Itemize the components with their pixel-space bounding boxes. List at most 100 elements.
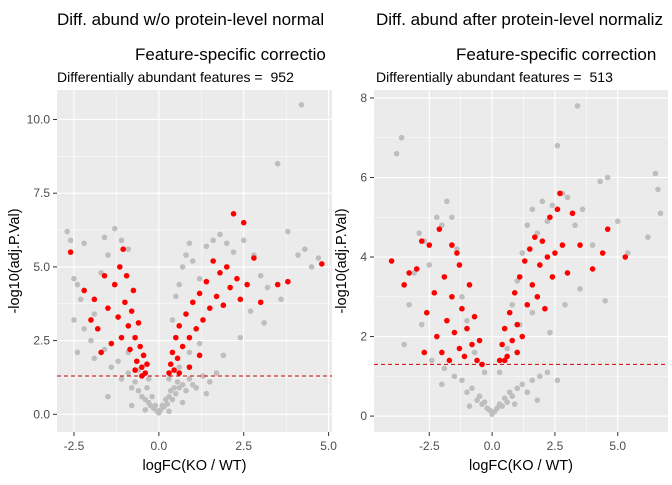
- nonsignificant-point: [132, 379, 138, 385]
- significant-point: [125, 323, 132, 329]
- nonsignificant-point: [166, 376, 172, 382]
- significant-point: [132, 367, 138, 373]
- significant-point: [244, 281, 250, 288]
- nonsignificant-point: [176, 364, 183, 370]
- significant-point: [559, 242, 566, 248]
- significant-point: [418, 238, 425, 244]
- significant-point: [423, 309, 430, 316]
- nonsignificant-point: [657, 210, 664, 217]
- x-tick-label: 0.0: [151, 439, 168, 453]
- significant-point: [135, 320, 142, 326]
- significant-point: [128, 308, 135, 314]
- nonsignificant-point: [577, 286, 583, 292]
- y-tick-label: 2: [360, 330, 367, 344]
- significant-point: [133, 358, 140, 365]
- left-plot-caption: Differentially abundant features = 952: [57, 69, 294, 85]
- significant-point: [564, 270, 571, 276]
- nonsignificant-point: [464, 389, 470, 396]
- nonsignificant-point: [179, 399, 186, 406]
- nonsignificant-point: [534, 397, 541, 403]
- nonsignificant-point: [514, 278, 521, 284]
- significant-point: [123, 272, 130, 279]
- nonsignificant-point: [519, 250, 526, 256]
- significant-point: [622, 254, 629, 260]
- significant-point: [217, 269, 223, 276]
- nonsignificant-point: [398, 134, 405, 141]
- significant-point: [388, 258, 395, 264]
- y-tick-label: 0.0: [33, 407, 50, 421]
- nonsignificant-point: [74, 281, 81, 288]
- right-y-axis-label: -log10(adj.P.Val): [334, 208, 350, 313]
- nonsignificant-point: [128, 384, 135, 391]
- nonsignificant-point: [278, 296, 284, 303]
- nonsignificant-point: [411, 270, 418, 276]
- left-plot-title: Diff. abund w/o protein-level normal: [57, 10, 324, 29]
- nonsignificant-point: [220, 352, 227, 359]
- nonsignificant-point: [81, 326, 87, 332]
- significant-point: [449, 242, 455, 248]
- nonsignificant-point: [285, 228, 291, 235]
- nonsignificant-point: [144, 384, 150, 391]
- significant-point: [444, 317, 450, 324]
- nonsignificant-point: [464, 317, 470, 324]
- significant-point: [237, 296, 244, 303]
- significant-point: [120, 246, 127, 253]
- nonsignificant-point: [81, 240, 87, 247]
- significant-point: [186, 334, 193, 341]
- significant-point: [234, 275, 240, 282]
- significant-point: [552, 250, 558, 256]
- left-plot-subtitle: Feature-specific correctio: [135, 45, 326, 64]
- nonsignificant-point: [439, 222, 445, 229]
- significant-point: [319, 261, 325, 267]
- significant-point: [464, 325, 470, 332]
- nonsignificant-point: [105, 252, 111, 258]
- significant-point: [557, 190, 563, 197]
- nonsignificant-point: [77, 296, 84, 303]
- significant-point: [577, 242, 583, 248]
- nonsignificant-point: [176, 281, 183, 288]
- nonsignificant-point: [88, 337, 94, 344]
- significant-point: [166, 370, 172, 376]
- nonsignificant-point: [169, 396, 176, 403]
- significant-point: [526, 246, 533, 252]
- significant-point: [190, 299, 196, 306]
- significant-point: [122, 299, 128, 306]
- significant-point: [240, 219, 247, 226]
- significant-point: [441, 274, 448, 280]
- significant-point: [94, 326, 101, 332]
- nonsignificant-point: [534, 230, 541, 236]
- significant-point: [200, 317, 206, 323]
- significant-point: [173, 334, 179, 341]
- significant-point: [406, 270, 412, 276]
- nonsignificant-point: [519, 381, 526, 388]
- nonsignificant-point: [496, 369, 503, 376]
- significant-point: [499, 341, 505, 348]
- x-tick-label: 0.0: [484, 439, 501, 453]
- y-tick-label: 8: [360, 91, 367, 105]
- nonsignificant-point: [125, 246, 132, 253]
- nonsignificant-point: [166, 408, 172, 415]
- significant-point: [537, 262, 543, 268]
- x-tick-label: 5.0: [320, 439, 337, 453]
- significant-point: [220, 302, 227, 309]
- nonsignificant-point: [418, 321, 425, 328]
- nonsignificant-point: [183, 252, 189, 258]
- nonsignificant-point: [101, 234, 108, 241]
- nonsignificant-point: [486, 407, 493, 413]
- significant-point: [227, 284, 233, 291]
- significant-point: [524, 301, 531, 308]
- nonsignificant-point: [171, 384, 177, 391]
- nonsignificant-point: [476, 393, 483, 400]
- right-plot-title: Diff. abund after protein-level normaliz: [376, 10, 663, 29]
- significant-point: [544, 254, 551, 260]
- nonsignificant-point: [524, 222, 531, 229]
- significant-point: [137, 343, 143, 350]
- right-caption-prefix: Differentially abundant features =: [376, 69, 586, 85]
- significant-point: [206, 305, 213, 311]
- nonsignificant-point: [149, 393, 155, 400]
- nonsignificant-point: [554, 142, 561, 149]
- nonsignificant-point: [71, 317, 77, 323]
- nonsignificant-point: [179, 264, 186, 270]
- nonsignificant-point: [597, 178, 603, 185]
- nonsignificant-point: [444, 198, 450, 205]
